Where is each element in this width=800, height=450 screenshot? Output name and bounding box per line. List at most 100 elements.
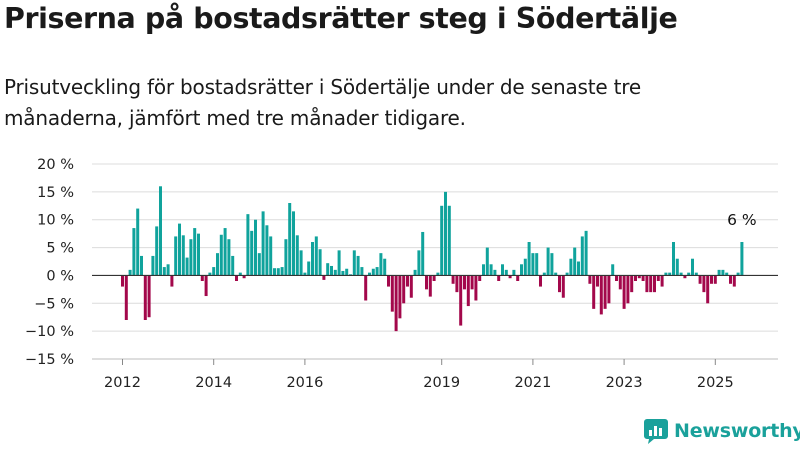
bar xyxy=(672,242,675,276)
bar xyxy=(383,258,387,276)
bar xyxy=(611,264,615,276)
bar xyxy=(212,267,216,276)
bar xyxy=(193,228,197,276)
brand-name: Newsworthy xyxy=(674,420,800,442)
page-subtitle: Prisutveckling för bostadsrätter i Söder… xyxy=(4,75,641,130)
bar xyxy=(710,275,713,284)
bar xyxy=(219,234,223,276)
bar xyxy=(668,272,672,276)
bar xyxy=(489,264,493,276)
bar xyxy=(341,270,345,276)
x-tick-label: 2014 xyxy=(195,375,232,391)
bar xyxy=(227,239,231,276)
bar xyxy=(698,275,702,284)
bar xyxy=(333,269,337,276)
bar xyxy=(246,214,250,276)
bar xyxy=(371,268,375,276)
bar xyxy=(531,253,535,276)
bar xyxy=(463,275,466,290)
bar xyxy=(250,230,254,276)
bar xyxy=(178,223,181,276)
x-tick-label: 2016 xyxy=(286,375,323,391)
bar xyxy=(588,275,592,284)
bar xyxy=(675,258,679,276)
bar xyxy=(345,268,349,276)
bar xyxy=(413,269,417,276)
bar xyxy=(474,275,478,301)
bar xyxy=(322,275,326,280)
bar xyxy=(223,228,227,276)
bar xyxy=(683,275,687,279)
bar xyxy=(121,275,124,287)
bar xyxy=(542,272,546,276)
bar xyxy=(539,275,542,287)
bar xyxy=(398,275,402,319)
bar xyxy=(592,275,596,309)
bar xyxy=(185,257,189,276)
bar xyxy=(284,239,288,276)
bar xyxy=(280,267,284,276)
bar xyxy=(330,265,333,276)
bar xyxy=(478,275,482,281)
bar xyxy=(721,269,725,276)
bar xyxy=(208,272,212,276)
bar xyxy=(702,275,706,293)
bar xyxy=(573,247,577,276)
bar xyxy=(303,272,307,276)
bar xyxy=(360,267,364,276)
bar xyxy=(235,275,238,281)
bar xyxy=(725,272,729,276)
y-tick-label: 10 % xyxy=(37,213,74,229)
bar xyxy=(417,250,421,276)
newsworthy-logo-icon xyxy=(644,419,668,444)
bar xyxy=(390,275,394,312)
bar xyxy=(717,269,721,276)
bar xyxy=(132,228,136,276)
x-tick-label: 2019 xyxy=(423,375,460,391)
y-tick-label: −5 % xyxy=(34,296,74,312)
bar xyxy=(140,255,143,276)
bar xyxy=(254,219,257,276)
bar xyxy=(584,230,588,276)
bar xyxy=(656,275,660,281)
bar xyxy=(295,235,299,276)
bar xyxy=(599,275,603,315)
bar xyxy=(694,272,698,276)
bar xyxy=(664,272,668,276)
bar xyxy=(257,253,261,276)
bar xyxy=(679,272,683,276)
bar xyxy=(432,275,436,281)
bar xyxy=(485,247,489,276)
bar xyxy=(200,275,204,281)
bar xyxy=(189,239,193,276)
bar xyxy=(660,275,664,287)
brand-logo: Newsworthy xyxy=(644,418,800,444)
bar xyxy=(356,255,360,276)
bar xyxy=(687,272,691,276)
bar xyxy=(554,272,558,276)
bar xyxy=(596,275,599,287)
bar xyxy=(292,211,295,276)
x-tick-label: 2021 xyxy=(514,375,551,391)
bar xyxy=(706,275,710,304)
bar xyxy=(170,275,174,287)
bar xyxy=(520,264,523,276)
bar xyxy=(406,275,409,287)
bar xyxy=(421,231,425,276)
bar xyxy=(607,275,611,304)
bar xyxy=(394,275,398,332)
bar xyxy=(493,269,497,276)
bar xyxy=(197,233,200,276)
bar xyxy=(314,236,318,276)
bar xyxy=(155,226,159,276)
bar xyxy=(729,275,732,284)
bar xyxy=(512,269,516,276)
bar xyxy=(352,250,356,276)
bar xyxy=(603,275,607,309)
bar xyxy=(508,275,512,279)
bar xyxy=(436,272,440,276)
bar xyxy=(482,264,485,276)
bar xyxy=(645,275,649,293)
bar xyxy=(470,275,474,290)
